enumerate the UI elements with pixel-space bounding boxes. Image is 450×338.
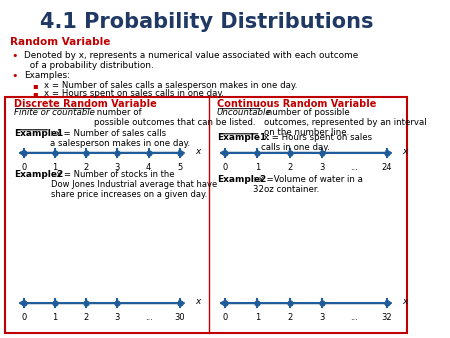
Text: 0: 0 [21,163,27,172]
Text: •: • [12,51,18,61]
Text: 3: 3 [115,163,120,172]
Text: number of
possible outcomes that can be listed.: number of possible outcomes that can be … [94,108,256,127]
Text: : x =Volume of water in a
32oz container.: : x =Volume of water in a 32oz container… [253,175,363,194]
FancyBboxPatch shape [5,97,407,333]
Text: Examples:: Examples: [24,71,70,80]
Text: 1: 1 [255,163,260,172]
Text: x = Hours spent on sales calls in one day.: x = Hours spent on sales calls in one da… [45,89,225,98]
Text: 2: 2 [287,163,292,172]
Text: x = Number of sales calls a salesperson makes in one day.: x = Number of sales calls a salesperson … [45,81,298,90]
Text: x: x [402,147,408,156]
Text: 4.1 Probability Distributions: 4.1 Probability Distributions [40,12,373,32]
Text: 4: 4 [146,163,151,172]
Text: number of possible
outcomes, represented by an interval
on the number line.: number of possible outcomes, represented… [264,108,427,138]
Text: Example2: Example2 [14,170,63,179]
Text: •: • [12,71,18,81]
Text: 0: 0 [222,163,228,172]
Text: 2: 2 [84,313,89,322]
Text: 32: 32 [382,313,392,322]
Text: 1: 1 [255,313,260,322]
Text: ...: ... [351,163,359,172]
Text: Finite or countable: Finite or countable [14,108,94,117]
Text: Example1: Example1 [14,129,63,138]
Text: x = Hours spent on sales
calls in one day.: x = Hours spent on sales calls in one da… [261,133,373,152]
Text: 30: 30 [175,313,185,322]
Text: : x = Number of sales calls
a salesperson makes in one day.: : x = Number of sales calls a salesperso… [50,129,190,148]
Text: 3: 3 [320,313,325,322]
Text: Discrete Random Variable: Discrete Random Variable [14,99,157,108]
Text: x: x [195,147,201,156]
Text: Example2: Example2 [217,175,266,184]
Text: Random Variable: Random Variable [9,37,110,47]
Text: 1: 1 [53,313,58,322]
Text: 1: 1 [53,163,58,172]
Text: 5: 5 [177,163,182,172]
Text: 0: 0 [21,313,27,322]
Text: 0: 0 [222,313,228,322]
Text: Uncountable: Uncountable [217,108,271,117]
Text: 3: 3 [115,313,120,322]
Text: x: x [195,297,201,306]
Text: 24: 24 [382,163,392,172]
Text: Denoted by x, represents a numerical value associated with each outcome
  of a p: Denoted by x, represents a numerical val… [24,51,358,70]
Text: Example1:: Example1: [217,133,270,142]
Text: x: x [402,297,408,306]
Text: : x = Number of stocks in the
Dow Jones Industrial average that have
share price: : x = Number of stocks in the Dow Jones … [50,170,217,199]
Text: Continuous Random Variable: Continuous Random Variable [217,99,376,108]
Text: ▪: ▪ [32,89,38,98]
Text: 2: 2 [84,163,89,172]
Text: ...: ... [351,313,359,322]
Text: ▪: ▪ [32,81,38,90]
Text: 3: 3 [320,163,325,172]
Text: 2: 2 [287,313,292,322]
Text: ...: ... [145,313,153,322]
